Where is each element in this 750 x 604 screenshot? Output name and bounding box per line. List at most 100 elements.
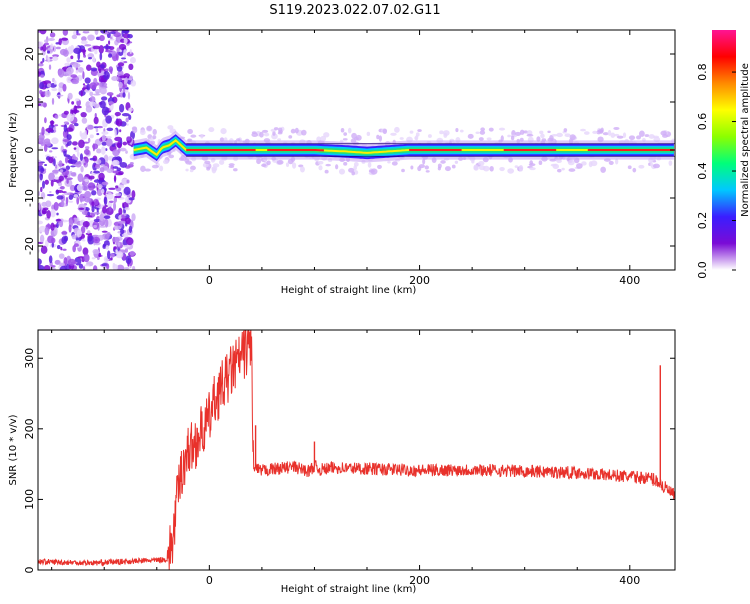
- band-speck: [233, 168, 238, 171]
- band-speck: [653, 136, 659, 139]
- band-speck: [277, 160, 284, 165]
- noise-speck: [103, 71, 110, 80]
- noise-speck: [61, 236, 67, 244]
- noise-speck: [106, 138, 113, 146]
- band-speck: [617, 136, 624, 139]
- band-speck: [140, 129, 146, 135]
- band-speck: [401, 169, 405, 173]
- noise-speck: [92, 257, 96, 259]
- colorbar-gradient: [712, 30, 736, 270]
- noise-speck: [87, 34, 95, 40]
- band-speck: [613, 127, 619, 130]
- noise-speck: [47, 83, 51, 87]
- band-speck: [507, 135, 510, 138]
- noise-speck: [125, 248, 128, 253]
- noise-speck: [130, 49, 132, 54]
- noise-speck: [115, 193, 121, 196]
- noise-speck: [64, 121, 69, 124]
- noise-speck: [114, 176, 116, 182]
- band-speck: [529, 167, 535, 170]
- noise-speck: [87, 212, 90, 216]
- noise-speck: [76, 197, 79, 205]
- noise-speck: [110, 257, 112, 260]
- band-speck: [264, 133, 269, 137]
- noise-speck: [126, 255, 132, 264]
- band-speck: [163, 160, 169, 165]
- noise-speck: [129, 226, 132, 234]
- band-speck: [480, 127, 485, 131]
- noise-speck: [84, 163, 86, 166]
- noise-speck: [89, 92, 93, 97]
- band-speck: [266, 160, 270, 165]
- noise-speck: [128, 107, 133, 111]
- noise-speck: [39, 90, 42, 94]
- band-speck: [511, 136, 514, 140]
- noise-speck: [52, 98, 54, 105]
- noise-speck: [101, 131, 108, 134]
- noise-speck: [83, 221, 90, 227]
- noise-speck: [117, 168, 121, 172]
- band-speck: [556, 159, 562, 163]
- noise-speck: [118, 148, 121, 153]
- noise-speck: [72, 234, 77, 239]
- noise-speck: [44, 117, 47, 123]
- band-speck: [252, 131, 257, 134]
- band-speck: [301, 130, 307, 136]
- band-speck: [669, 160, 673, 166]
- noise-speck: [119, 129, 121, 132]
- band-speck: [348, 128, 352, 134]
- noise-speck: [47, 50, 50, 53]
- noise-speck: [131, 213, 135, 221]
- noise-speck: [74, 123, 79, 126]
- noise-speck: [66, 179, 68, 184]
- noise-speck: [111, 76, 118, 81]
- noise-speck: [60, 169, 64, 172]
- noise-speck: [99, 35, 105, 41]
- noise-speck: [59, 160, 63, 167]
- noise-speck: [49, 255, 53, 263]
- noise-speck: [93, 46, 100, 50]
- noise-speck: [124, 38, 128, 44]
- noise-speck: [45, 180, 49, 185]
- band-speck: [390, 133, 396, 136]
- band-speck: [291, 129, 296, 134]
- noise-speck: [130, 162, 134, 165]
- band-speck: [377, 165, 382, 169]
- noise-speck: [105, 115, 112, 123]
- band-speck: [507, 168, 514, 173]
- noise-speck: [51, 180, 54, 187]
- noise-speck: [52, 170, 59, 174]
- noise-speck: [126, 136, 130, 140]
- noise-speck: [56, 219, 62, 221]
- noise-speck: [88, 182, 95, 190]
- band-speck: [343, 138, 348, 140]
- noise-speck: [78, 140, 85, 149]
- noise-speck: [100, 64, 105, 68]
- band-speck: [662, 134, 668, 138]
- noise-speck: [68, 93, 73, 100]
- noise-speck: [61, 231, 67, 234]
- band-speck: [318, 161, 324, 165]
- noise-speck: [59, 263, 65, 267]
- band-speck: [132, 127, 137, 133]
- band-speck: [568, 160, 575, 166]
- snr-area: [38, 324, 675, 570]
- noise-speck: [49, 150, 52, 152]
- noise-speck: [116, 251, 124, 258]
- band-speck: [277, 138, 281, 140]
- y-tick-label: 200: [23, 418, 36, 439]
- noise-speck: [129, 251, 135, 256]
- noise-speck: [44, 164, 47, 166]
- band-speck: [417, 129, 422, 132]
- noise-speck: [125, 118, 128, 123]
- noise-speck: [48, 173, 55, 182]
- band-speck: [147, 126, 152, 131]
- noise-speck: [82, 184, 88, 191]
- noise-speck: [91, 206, 94, 213]
- noise-speck: [95, 164, 100, 169]
- band-speck: [278, 130, 283, 133]
- noise-speck: [118, 171, 124, 175]
- noise-speck: [98, 253, 101, 257]
- signal-band: [132, 125, 676, 175]
